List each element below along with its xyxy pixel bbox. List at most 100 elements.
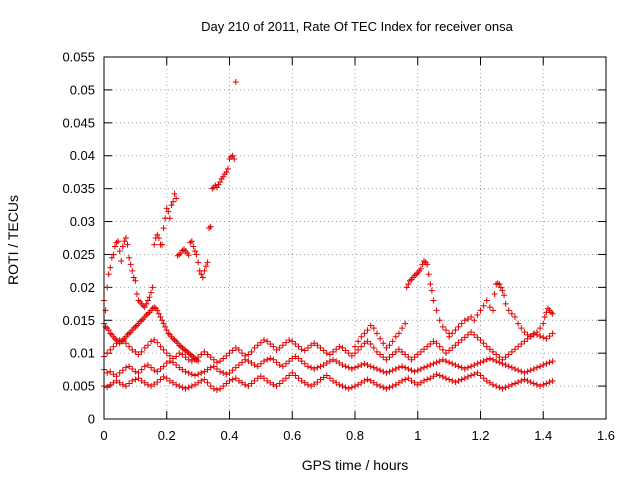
data-point: [304, 381, 311, 388]
data-point: [163, 205, 170, 212]
data-point: [515, 379, 522, 386]
data-point: [289, 369, 296, 376]
data-point: [543, 335, 550, 342]
data-point: [377, 351, 384, 358]
data-point: [115, 238, 122, 245]
data-point: [165, 330, 172, 337]
data-point: [226, 369, 233, 376]
data-point: [138, 377, 145, 384]
data-point: [494, 280, 501, 287]
data-point: [195, 379, 202, 386]
data-point: [213, 359, 220, 366]
data-point: [399, 348, 406, 355]
data-point: [508, 381, 515, 388]
data-point: [146, 294, 153, 301]
data-point: [261, 358, 268, 365]
data-point: [107, 368, 114, 375]
data-point: [308, 342, 315, 349]
data-point: [314, 342, 321, 349]
data-point: [355, 346, 362, 353]
data-point: [119, 243, 126, 250]
data-point: [323, 372, 330, 379]
data-point: [320, 374, 327, 381]
data-point: [399, 325, 406, 332]
data-point: [402, 320, 409, 327]
data-point: [264, 356, 271, 363]
data-point: [380, 368, 387, 375]
data-point: [364, 338, 371, 345]
data-point: [323, 360, 330, 367]
data-point: [176, 364, 183, 371]
data-point: [113, 377, 120, 384]
data-point: [107, 381, 114, 388]
data-point: [204, 259, 211, 266]
data-point: [417, 365, 424, 372]
data-point: [160, 346, 167, 353]
y-tick-label: 0.05: [70, 82, 95, 97]
data-point: [521, 376, 528, 383]
data-point: [185, 350, 192, 357]
data-point: [160, 373, 167, 380]
data-point: [414, 367, 421, 374]
data-point: [220, 355, 227, 362]
data-point: [286, 337, 293, 344]
data-point: [361, 340, 368, 347]
data-point: [358, 362, 365, 369]
data-point: [129, 267, 136, 274]
data-point: [546, 333, 553, 340]
data-point: [502, 300, 509, 307]
data-point: [292, 353, 299, 360]
data-point: [355, 381, 362, 388]
data-point: [174, 252, 181, 259]
y-tick-label: 0.005: [62, 379, 95, 394]
data-point: [126, 380, 133, 387]
data-point: [207, 364, 214, 371]
chart-title: Day 210 of 2011, Rate Of TEC Index for r…: [201, 19, 513, 34]
data-point: [389, 351, 396, 358]
data-point: [490, 348, 497, 355]
data-point: [527, 367, 534, 374]
data-point: [254, 342, 261, 349]
data-point: [323, 350, 330, 357]
data-point: [204, 366, 211, 373]
data-point: [499, 287, 506, 294]
data-point: [107, 330, 114, 337]
data-point: [486, 355, 493, 362]
data-point: [333, 346, 340, 353]
data-point: [130, 274, 137, 281]
data-point: [537, 363, 544, 370]
data-point: [424, 376, 431, 383]
data-point: [163, 350, 170, 357]
data-point: [138, 366, 145, 373]
data-point: [430, 360, 437, 367]
data-point: [154, 368, 161, 375]
data-point: [455, 323, 462, 330]
data-point: [148, 383, 155, 390]
data-point: [151, 381, 158, 388]
data-point: [276, 362, 283, 369]
data-point: [119, 337, 126, 344]
data-point: [195, 259, 202, 266]
data-point: [188, 358, 195, 365]
data-point: [370, 325, 377, 332]
data-point: [386, 384, 393, 391]
data-point: [524, 377, 531, 384]
data-point: [468, 363, 475, 370]
data-point: [336, 360, 343, 367]
data-point: [446, 333, 453, 340]
data-point: [282, 360, 289, 367]
data-point: [107, 264, 114, 271]
data-point: [126, 330, 133, 337]
data-point: [144, 297, 151, 304]
data-point: [402, 376, 409, 383]
data-point: [458, 364, 465, 371]
y-tick-label: 0.015: [62, 313, 95, 328]
data-point: [540, 334, 547, 341]
data-point: [163, 375, 170, 382]
data-point: [104, 384, 111, 391]
data-point: [292, 372, 299, 379]
data-point: [229, 367, 236, 374]
data-point: [515, 367, 522, 374]
data-point: [163, 360, 170, 367]
data-point: [433, 307, 440, 314]
